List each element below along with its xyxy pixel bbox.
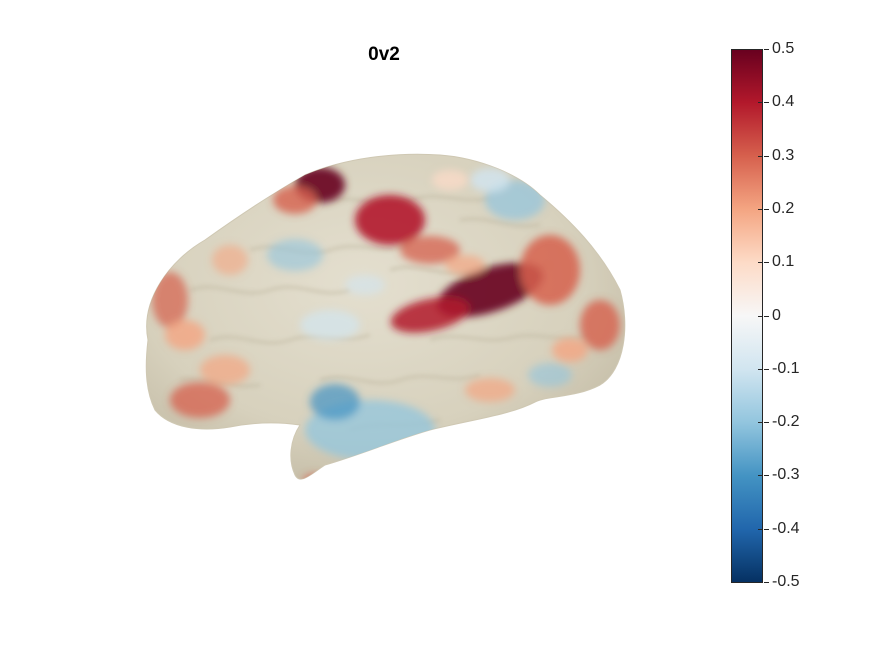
colorbar-tick-label: -0.3 [772,466,800,483]
colorbar-tick-label: -0.5 [772,573,800,590]
colorbar-tick-mark [764,102,769,103]
colorbar-tick-label: 0.1 [772,253,795,270]
colorbar-tick-mark-inner [758,422,763,423]
colorbar-tick-label: 0.5 [772,40,795,57]
colorbar-tick-label: -0.1 [772,360,800,377]
colorbar-tick-mark-inner [758,262,763,263]
colorbar-tick-mark [764,209,769,210]
colorbar-tick-label: 0.3 [772,147,795,164]
figure-title: 0v2 [368,44,400,65]
colorbar-tick-label: -0.2 [772,413,800,430]
colorbar-tick-mark-inner [758,102,763,103]
colorbar-tick-mark [764,316,769,317]
brain-surface-image [145,153,626,480]
colorbar-tick-mark-inner [758,582,763,583]
colorbar-tick-mark [764,262,769,263]
colorbar-tick-mark [764,422,769,423]
colorbar-tick-mark-inner [758,475,763,476]
colorbar-tick-label: 0 [772,307,781,324]
colorbar-tick-label: 0.4 [772,93,795,110]
colorbar-tick-mark-inner [758,316,763,317]
colorbar-gradient [731,49,763,583]
colorbar-tick-mark [764,156,769,157]
colorbar-tick-mark-inner [758,156,763,157]
colorbar-tick-label: -0.4 [772,520,800,537]
colorbar-tick-label: 0.2 [772,200,795,217]
colorbar-tick-mark-inner [758,49,763,50]
colorbar-tick-mark [764,529,769,530]
colorbar-tick-mark-inner [758,529,763,530]
colorbar-tick-mark [764,49,769,50]
colorbar-tick-mark-inner [758,209,763,210]
colorbar-tick-mark [764,369,769,370]
colorbar-tick-mark [764,582,769,583]
colorbar-tick-mark-inner [758,369,763,370]
colorbar-tick-mark [764,475,769,476]
